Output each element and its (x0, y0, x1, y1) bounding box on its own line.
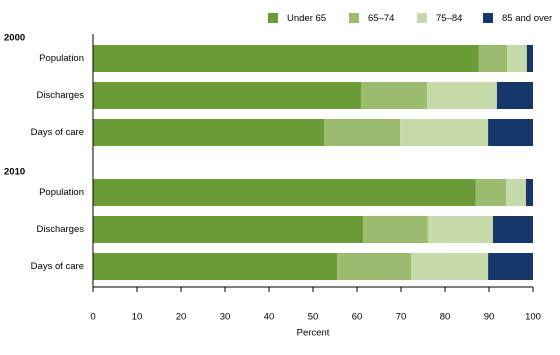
legend-swatch (268, 13, 278, 23)
x-tick-label: 60 (352, 312, 363, 323)
x-tick-label: 80 (440, 312, 451, 323)
bar-segment (488, 119, 533, 146)
x-tick-label: 50 (308, 312, 319, 323)
bar-segment (400, 119, 489, 146)
bar-segment (496, 82, 533, 109)
group-label: 2010 (4, 167, 25, 178)
bar-segment (93, 179, 476, 206)
x-tick-label: 30 (220, 312, 231, 323)
bar-segment (426, 82, 497, 109)
group-label: 2000 (4, 33, 25, 44)
bar-segment (360, 82, 427, 109)
bar-segment (93, 119, 324, 146)
bar-segment (93, 82, 361, 109)
y-tick-label: Population (39, 187, 84, 198)
bar-segment (526, 45, 533, 72)
bar-segment (488, 253, 533, 280)
legend-label: Under 65 (287, 13, 326, 24)
bar-segment (93, 45, 479, 72)
legend-label: 85 and over (502, 13, 552, 24)
legend-swatch (483, 13, 493, 23)
bar-segment (93, 216, 364, 243)
x-tick-label: 10 (132, 312, 143, 323)
y-tick-label: Discharges (36, 224, 84, 235)
bar-segment (411, 253, 489, 280)
x-axis-label: Percent (297, 328, 330, 339)
legend-label: 75–84 (436, 13, 462, 24)
y-tick-label: Days of care (31, 127, 84, 138)
bar-segment (475, 179, 507, 206)
x-tick-label: 0 (90, 312, 95, 323)
bar-segment (507, 45, 527, 72)
y-tick-label: Discharges (36, 90, 84, 101)
x-tick-label: 100 (525, 312, 541, 323)
y-tick-label: Days of care (31, 261, 84, 272)
legend-swatch (417, 13, 427, 23)
bar-segment (427, 216, 493, 243)
x-tick-label: 70 (396, 312, 407, 323)
x-tick-label: 40 (264, 312, 275, 323)
x-tick-label: 90 (484, 312, 495, 323)
bar-segment (492, 216, 533, 243)
legend-label: 65–74 (368, 13, 394, 24)
bar-segment (363, 216, 428, 243)
bar-segment (506, 179, 526, 206)
bar-segment (324, 119, 401, 146)
bar-segment (337, 253, 412, 280)
legend-swatch (349, 13, 359, 23)
bar-segment (93, 253, 338, 280)
y-tick-label: Population (39, 53, 84, 64)
bar-segment (525, 179, 533, 206)
bar-segment (478, 45, 508, 72)
x-tick-label: 20 (176, 312, 187, 323)
